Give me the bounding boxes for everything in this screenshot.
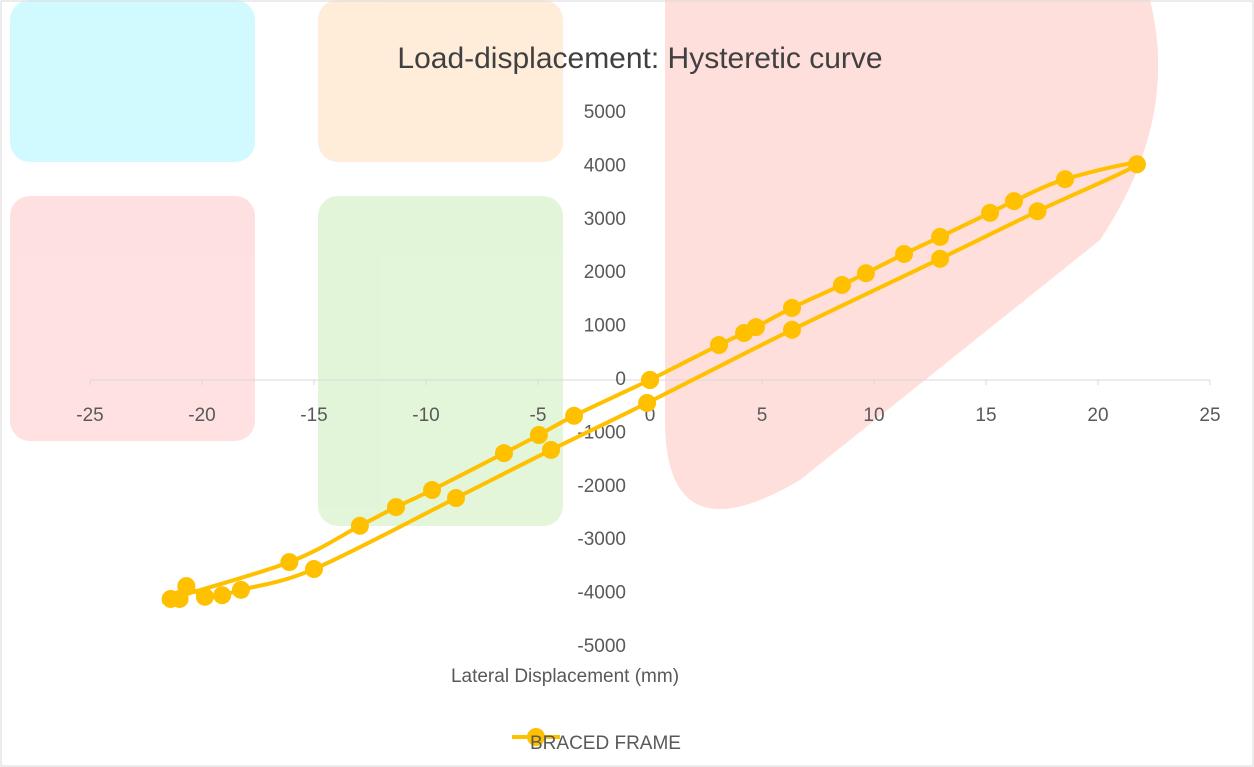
y-tick-label: 2000 [584,262,626,283]
data-point [196,588,214,606]
x-tick-label: -25 [76,405,103,426]
x-axis-title: Lateral Displacement (mm) [451,666,679,687]
data-point [747,318,765,336]
data-point [1005,192,1023,210]
x-tick-label: -15 [300,405,327,426]
data-point [423,481,441,499]
y-tick-label: 1000 [584,316,626,337]
data-point [783,299,801,317]
data-point [641,371,659,389]
data-point [280,553,298,571]
y-tick-label: -4000 [577,583,626,604]
x-tick-label: 15 [975,405,996,426]
data-point [981,204,999,222]
data-point [895,245,913,263]
data-point [1056,170,1074,188]
data-point [833,276,851,294]
data-point [495,444,513,462]
y-tick-label: -3000 [577,529,626,550]
legend-label: BRACED FRAME [530,733,681,754]
data-point [1128,155,1146,173]
x-tick-label: 5 [757,405,768,426]
x-tick-label: -5 [530,405,547,426]
y-tick-label: 5000 [584,102,626,123]
data-point [857,264,875,282]
data-point [232,581,250,599]
x-tick-label: -10 [412,405,439,426]
data-point [542,441,560,459]
y-tick-label: -5000 [577,636,626,657]
x-tick-label: 10 [863,405,884,426]
chart: Load-displacement: Hysteretic curve Late… [0,0,1254,767]
data-point [783,321,801,339]
y-tick-label: -2000 [577,476,626,497]
y-tick-label: 0 [615,369,626,390]
data-point [162,590,180,608]
data-point [565,407,583,425]
chart-title: Load-displacement: Hysteretic curve [397,42,882,75]
y-tick-label: 3000 [584,209,626,230]
data-point [447,489,465,507]
data-point [387,498,405,516]
data-point [213,586,231,604]
data-point [351,517,369,535]
data-point [305,560,323,578]
data-point [931,250,949,268]
data-point [530,426,548,444]
x-tick-label: -20 [188,405,215,426]
x-tick-label: 20 [1087,405,1108,426]
x-tick-label: 25 [1199,405,1220,426]
y-tick-label: 4000 [584,155,626,176]
data-point [1029,202,1047,220]
data-point [710,336,728,354]
data-point [931,228,949,246]
data-point [638,394,656,412]
